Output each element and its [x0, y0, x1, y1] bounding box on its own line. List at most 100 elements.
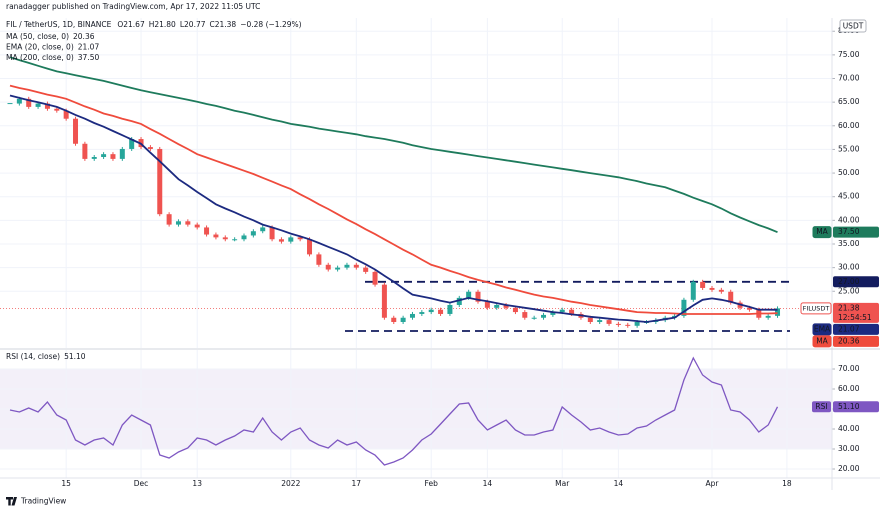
candle	[157, 148, 163, 215]
candle	[325, 264, 331, 270]
candle	[63, 110, 69, 119]
price-tag-box	[833, 323, 879, 335]
x-tick-label: Mar	[555, 479, 570, 488]
candle	[363, 267, 369, 272]
candle	[690, 281, 696, 300]
candle	[316, 254, 322, 265]
candle	[353, 264, 359, 268]
y-tick-label: 30.00	[838, 263, 860, 272]
candle	[297, 237, 303, 240]
panes: 25.00 30.00 35.00 40.00 45.00 50.00 55.00 60.00…	[0, 18, 879, 488]
candle	[400, 317, 406, 322]
candle	[35, 103, 41, 107]
legend-value: 51.10	[64, 352, 86, 361]
legend-stat: −0.28 (−1.29%)	[240, 20, 301, 29]
candle	[765, 315, 771, 318]
candle	[91, 156, 97, 159]
legend-title: FIL / TetherUS, 1D, BINANCE	[6, 20, 112, 29]
ma-line	[9, 56, 778, 234]
candle	[456, 297, 462, 305]
y-tick-label: 60.00	[838, 121, 860, 130]
x-tick-label: 13	[192, 479, 202, 488]
candle	[391, 317, 397, 322]
candle	[175, 221, 181, 225]
price-tag-box	[833, 302, 879, 323]
candle	[335, 267, 341, 270]
price-tag-box	[833, 335, 879, 347]
candle	[447, 304, 453, 314]
y-tick-label: 30.00	[838, 444, 860, 453]
series-tag: FILUSDT	[803, 304, 830, 312]
candle	[213, 234, 219, 238]
price-tag-countdown: 12:54:51	[838, 313, 872, 322]
ma-line	[9, 84, 778, 315]
x-tick-label: Dec	[134, 479, 149, 488]
x-tick-label: Feb	[425, 479, 439, 488]
legend-name: MA (50, close, 0)	[6, 32, 69, 41]
series-tag-box	[812, 323, 832, 336]
candle	[26, 98, 32, 107]
candle	[700, 281, 706, 288]
price-tag-value: 37.50	[838, 227, 860, 236]
price-tag-value: 27.00	[838, 277, 860, 286]
rsi-line	[9, 356, 779, 466]
series-tag-box	[800, 302, 832, 315]
candle	[484, 301, 490, 308]
y-tick-label: 40.00	[838, 424, 860, 433]
series-tag-box	[812, 335, 832, 348]
series-tag: EMA	[814, 324, 831, 333]
candle	[82, 143, 88, 159]
candle	[409, 313, 415, 318]
x-tick-label: 2022	[281, 479, 300, 488]
price-tag: 21.07 EMA	[812, 323, 879, 336]
candle	[278, 239, 284, 242]
candle	[634, 321, 640, 326]
candle	[260, 227, 266, 232]
series-tag-box	[812, 226, 832, 239]
candle	[625, 324, 631, 326]
candle	[250, 231, 256, 236]
candle	[204, 227, 210, 235]
price-tag-box	[833, 401, 879, 413]
candle	[597, 320, 603, 322]
series-tag: MA	[816, 336, 828, 345]
unit-box	[839, 19, 867, 33]
x-tick-label: Apr	[706, 479, 720, 488]
candle	[428, 309, 434, 313]
y-tick-label: 50.00	[838, 168, 860, 177]
series-tag-box	[812, 401, 831, 413]
legend-value: 21.07	[78, 43, 100, 52]
candle	[372, 271, 378, 285]
y-tick-label: 70.00	[838, 364, 860, 373]
candle	[550, 312, 556, 315]
price-tag: 27.00	[833, 276, 879, 288]
price-tag-box	[833, 276, 879, 288]
candle	[16, 98, 22, 104]
candle	[307, 239, 313, 255]
candle	[419, 312, 425, 314]
candle	[718, 289, 724, 292]
unit: USDT	[843, 22, 864, 31]
logo-mark	[5, 497, 17, 506]
candle	[728, 291, 734, 303]
candle	[344, 264, 350, 268]
candle	[101, 154, 107, 157]
candle	[606, 320, 612, 324]
candle	[54, 108, 60, 111]
candle	[288, 237, 294, 242]
candle	[166, 214, 172, 225]
y-tick-label: 20.00	[838, 464, 860, 473]
y-tick-label: 25.00	[838, 286, 860, 295]
candle	[681, 299, 687, 316]
x-tick-label: 18	[782, 479, 792, 488]
candle	[775, 308, 781, 316]
candle	[73, 118, 79, 144]
candle	[541, 314, 547, 318]
y-tick-label: 45.00	[838, 192, 860, 201]
candle	[110, 154, 116, 159]
price-tag: 37.50 MA	[812, 226, 879, 239]
y-tick-label: 60.00	[838, 384, 860, 393]
candle	[569, 309, 575, 314]
